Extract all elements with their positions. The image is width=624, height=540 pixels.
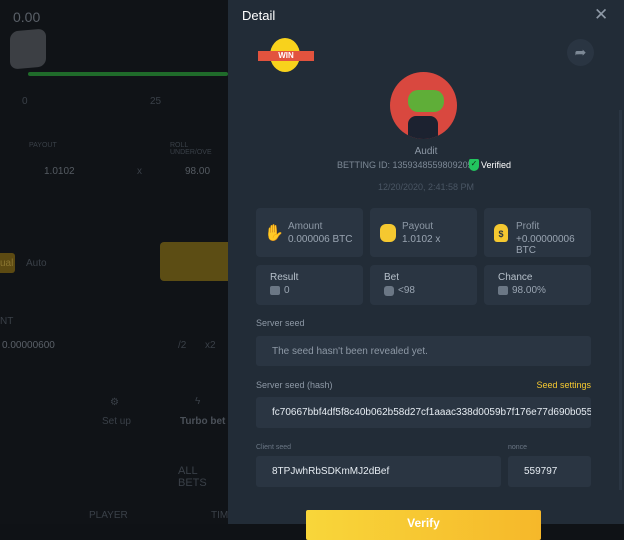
dice-icon bbox=[10, 28, 46, 70]
share-icon: ➦ bbox=[574, 44, 587, 60]
roll-input[interactable]: 98.00 bbox=[185, 166, 211, 177]
win-label: WIN bbox=[258, 51, 314, 61]
scrollbar[interactable] bbox=[619, 110, 622, 490]
turbo-bet-button[interactable]: Turbo bet bbox=[180, 416, 226, 427]
payout-input[interactable]: 1.0102 bbox=[44, 166, 75, 177]
info-value: 98.00% bbox=[512, 285, 546, 296]
tab-auto[interactable]: Auto bbox=[26, 258, 47, 269]
panel-title: Detail bbox=[242, 8, 276, 23]
info-label: Result bbox=[270, 272, 299, 283]
money-bag-icon: $ bbox=[494, 224, 508, 242]
stat-profit: $ Profit +0.00000006 BTC bbox=[484, 208, 591, 257]
bet-button[interactable] bbox=[160, 242, 228, 281]
info-value: <98 bbox=[398, 285, 415, 296]
amount-input[interactable]: 0.00000600 bbox=[2, 340, 55, 351]
setup-button[interactable]: Set up bbox=[102, 416, 131, 427]
info-result: Result 0 bbox=[256, 265, 363, 305]
server-hash-label: Server seed (hash) bbox=[256, 380, 333, 390]
column-time: TIM bbox=[211, 510, 229, 521]
chart-icon bbox=[270, 286, 280, 295]
server-hash-field[interactable]: fc70667bbf4df5f8c40b062b58d27cf1aaac338d… bbox=[256, 397, 591, 428]
stat-label: Amount bbox=[288, 221, 323, 232]
stat-label: Payout bbox=[402, 221, 434, 232]
stat-label: Profit bbox=[516, 221, 540, 232]
stat-value: 1.0102 x bbox=[402, 234, 441, 245]
payout-suffix: x bbox=[137, 166, 142, 177]
win-badge: WIN bbox=[258, 38, 314, 72]
roll-result: 0.00 bbox=[13, 9, 41, 25]
username: Audit bbox=[414, 146, 438, 157]
verified-label: Verified bbox=[481, 160, 512, 170]
chart-icon bbox=[498, 286, 508, 295]
stat-value: 0.000006 BTC bbox=[288, 234, 353, 245]
nonce-field[interactable]: 559797 bbox=[508, 456, 591, 487]
hand-coin-icon: ✋ bbox=[264, 225, 284, 242]
slider-tick: 25 bbox=[150, 96, 162, 107]
info-label: Chance bbox=[498, 272, 533, 283]
detail-panel: Detail ✕ WIN ➦ Audit BETTING ID: 1359348… bbox=[228, 0, 624, 540]
info-chance: Chance 98.00% bbox=[484, 265, 591, 305]
info-value: 0 bbox=[284, 285, 290, 296]
stat-amount: ✋ Amount 0.000006 BTC bbox=[256, 208, 363, 257]
nonce-label: nonce bbox=[508, 444, 528, 451]
server-seed-field[interactable]: The seed hasn't been revealed yet. bbox=[256, 336, 591, 366]
dice-icon bbox=[384, 286, 394, 296]
bet-date: 12/20/2020, 2:41:58 PM bbox=[377, 182, 475, 192]
avatar bbox=[390, 72, 457, 139]
shield-check-icon: ✓ bbox=[469, 159, 479, 171]
all-bets-tab[interactable]: ALL BETS bbox=[178, 465, 207, 489]
roll-slider[interactable] bbox=[28, 72, 228, 76]
coin-stack-icon bbox=[380, 224, 396, 242]
share-button[interactable]: ➦ bbox=[567, 39, 594, 66]
stat-value: +0.00000006 BTC bbox=[516, 234, 575, 256]
close-icon[interactable]: ✕ bbox=[594, 5, 609, 24]
amount-label: NT bbox=[0, 316, 14, 327]
verify-button[interactable]: Verify bbox=[306, 510, 541, 540]
server-seed-label: Server seed bbox=[256, 318, 305, 328]
client-seed-label: Client seed bbox=[256, 444, 292, 451]
slider-tick: 0 bbox=[22, 96, 28, 107]
column-player: PLAYER bbox=[89, 510, 128, 521]
seed-settings-link[interactable]: Seed settings bbox=[536, 380, 591, 390]
dice-game-background: 0.00 0 25 PAYOUT 1.0102 x ROLL UNDER/OVE… bbox=[0, 0, 228, 524]
half-button[interactable]: /2 bbox=[178, 340, 187, 351]
lightning-icon[interactable]: ϟ bbox=[195, 396, 201, 407]
gear-icon[interactable]: ⚙ bbox=[110, 397, 119, 408]
betting-id: BETTING ID: 1359348559809205 bbox=[337, 160, 473, 170]
client-seed-field[interactable]: 8TPJwhRbSDKmMJ2dBef bbox=[256, 456, 501, 487]
tab-manual[interactable]: ual bbox=[0, 253, 15, 273]
roll-label: ROLL UNDER/OVE bbox=[170, 142, 212, 156]
payout-label: PAYOUT bbox=[29, 142, 57, 149]
info-bet: Bet <98 bbox=[370, 265, 477, 305]
stat-payout: Payout 1.0102 x bbox=[370, 208, 477, 257]
info-label: Bet bbox=[384, 272, 400, 283]
double-button[interactable]: x2 bbox=[205, 340, 216, 351]
